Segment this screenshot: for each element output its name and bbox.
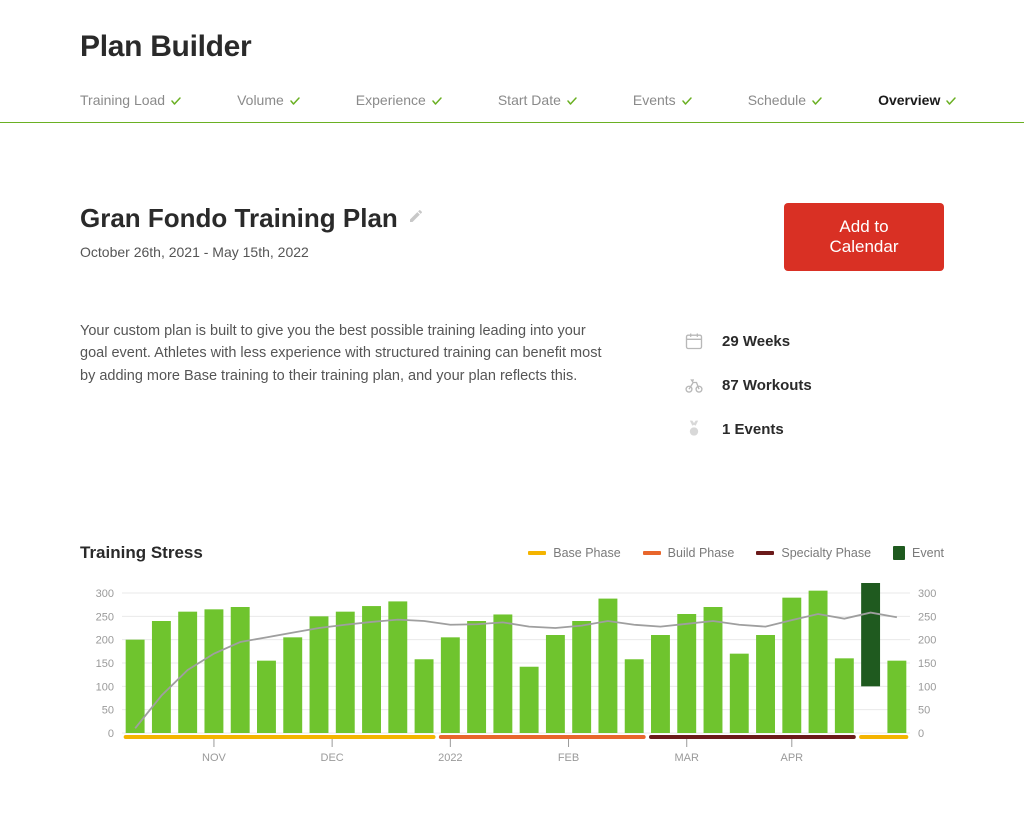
tab-label: Experience bbox=[356, 92, 426, 108]
svg-text:250: 250 bbox=[96, 611, 114, 623]
page-title: Plan Builder bbox=[80, 30, 944, 64]
svg-text:DEC: DEC bbox=[321, 752, 344, 764]
tab-events[interactable]: Events bbox=[633, 92, 693, 108]
tab-label: Schedule bbox=[748, 92, 806, 108]
legend-item: Base Phase bbox=[528, 546, 620, 560]
svg-text:200: 200 bbox=[918, 635, 936, 647]
legend-swatch bbox=[756, 551, 774, 555]
tab-label: Events bbox=[633, 92, 676, 108]
svg-text:0: 0 bbox=[108, 728, 114, 740]
check-icon bbox=[431, 94, 443, 106]
svg-text:150: 150 bbox=[918, 658, 936, 670]
tab-volume[interactable]: Volume bbox=[237, 92, 301, 108]
calendar-icon bbox=[684, 331, 704, 351]
check-icon bbox=[811, 94, 823, 106]
chart-legend: Base Phase Build Phase Specialty Phase Even… bbox=[528, 546, 944, 560]
check-icon bbox=[566, 94, 578, 106]
svg-text:100: 100 bbox=[918, 681, 936, 693]
tab-label: Volume bbox=[237, 92, 284, 108]
svg-text:0: 0 bbox=[918, 728, 924, 740]
svg-text:250: 250 bbox=[918, 611, 936, 623]
plan-date-range: October 26th, 2021 - May 15th, 2022 bbox=[80, 244, 644, 260]
tab-label: Training Load bbox=[80, 92, 165, 108]
check-icon bbox=[945, 94, 957, 106]
svg-text:NOV: NOV bbox=[202, 752, 227, 764]
legend-item: Event bbox=[893, 546, 944, 560]
svg-text:50: 50 bbox=[102, 705, 114, 717]
legend-label: Base Phase bbox=[553, 546, 620, 560]
tab-schedule[interactable]: Schedule bbox=[748, 92, 823, 108]
medal-icon bbox=[684, 419, 704, 439]
svg-text:APR: APR bbox=[780, 752, 803, 764]
svg-text:300: 300 bbox=[918, 588, 936, 600]
bike-icon bbox=[684, 375, 704, 395]
plan-description: Your custom plan is built to give you th… bbox=[80, 320, 610, 387]
tab-experience[interactable]: Experience bbox=[356, 92, 443, 108]
check-icon bbox=[170, 94, 182, 106]
tab-label: Overview bbox=[878, 92, 940, 108]
add-to-calendar-button[interactable]: Add to Calendar bbox=[784, 203, 944, 271]
svg-text:50: 50 bbox=[918, 705, 930, 717]
tab-overview[interactable]: Overview bbox=[878, 92, 957, 108]
svg-text:150: 150 bbox=[96, 658, 114, 670]
tab-label: Start Date bbox=[498, 92, 561, 108]
legend-swatch bbox=[893, 546, 905, 560]
stat-events: 1 Events bbox=[722, 421, 784, 438]
check-icon bbox=[681, 94, 693, 106]
stat-weeks: 29 Weeks bbox=[722, 333, 790, 350]
pencil-icon[interactable] bbox=[408, 208, 424, 229]
wizard-tabs: Training Load Volume Experience Start Date E… bbox=[80, 92, 944, 122]
legend-label: Event bbox=[912, 546, 944, 560]
legend-label: Build Phase bbox=[668, 546, 735, 560]
svg-text:100: 100 bbox=[96, 681, 114, 693]
legend-swatch bbox=[643, 551, 661, 555]
stat-workouts: 87 Workouts bbox=[722, 377, 812, 394]
svg-text:300: 300 bbox=[96, 588, 114, 600]
tab-start-date[interactable]: Start Date bbox=[498, 92, 578, 108]
legend-swatch bbox=[528, 551, 546, 555]
legend-label: Specialty Phase bbox=[781, 546, 871, 560]
svg-text:MAR: MAR bbox=[675, 752, 700, 764]
svg-text:2022: 2022 bbox=[438, 752, 462, 764]
check-icon bbox=[289, 94, 301, 106]
plan-title: Gran Fondo Training Plan bbox=[80, 203, 398, 234]
training-stress-chart: 0 0 50 50 100 100 150 150 200 200 250 250 300 300 NOV D… bbox=[80, 583, 944, 783]
chart-title: Training Stress bbox=[80, 543, 203, 563]
svg-text:FEB: FEB bbox=[558, 752, 579, 764]
tab-training-load[interactable]: Training Load bbox=[80, 92, 182, 108]
legend-item: Specialty Phase bbox=[756, 546, 871, 560]
svg-text:200: 200 bbox=[96, 635, 114, 647]
legend-item: Build Phase bbox=[643, 546, 735, 560]
